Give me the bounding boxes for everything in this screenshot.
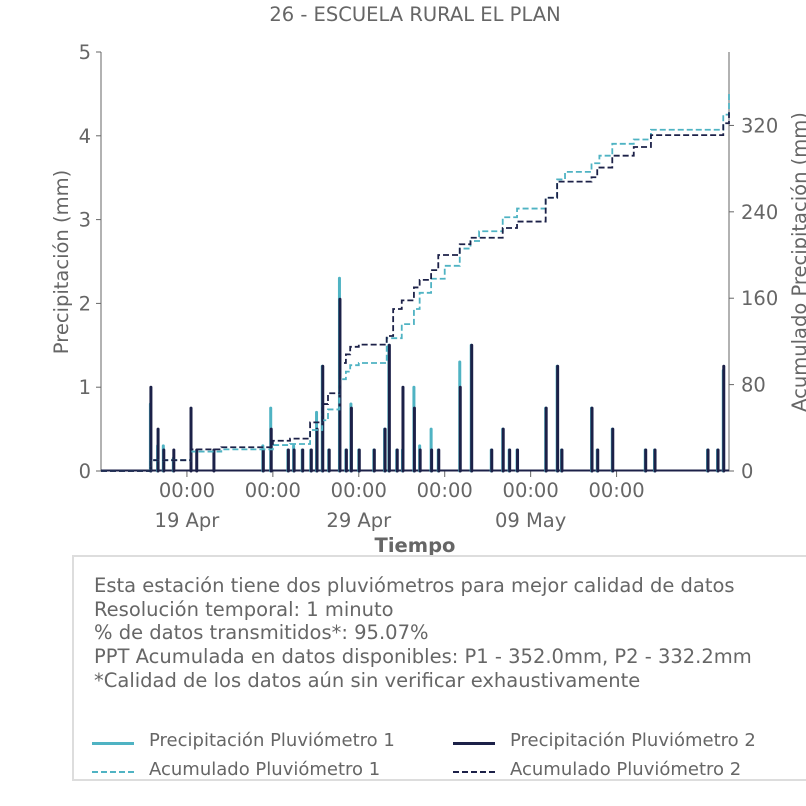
legend-swatch — [453, 742, 495, 745]
y-right-tick-label: 240 — [741, 201, 778, 224]
x-tick-time-label: 00:00 — [331, 479, 387, 502]
legend-label: Precipitación Pluviómetro 1 — [149, 730, 395, 751]
x-tick-time-label: 00:00 — [588, 479, 644, 502]
legend-swatch — [92, 742, 134, 745]
info-line: % de datos transmitidos*: 95.07% — [94, 621, 429, 645]
y-right-tick-label: 0 — [741, 460, 753, 483]
cumulative-line-p1 — [101, 90, 730, 472]
y-right-tick-label: 320 — [741, 114, 778, 137]
info-line: Esta estación tiene dos pluviómetros par… — [94, 574, 735, 597]
y-left-tick-label: 1 — [79, 376, 91, 399]
y-axis-right-label: Acumulado Precipitación (mm) — [788, 112, 806, 412]
chart-title: 26 - ESCUELA RURAL EL PLAN — [269, 3, 560, 26]
y-left-tick-label: 5 — [79, 41, 91, 64]
info-line: *Calidad de los datos aún sin verificar … — [94, 668, 641, 692]
x-tick-date-label: 29 Apr — [326, 509, 392, 532]
legend-swatch — [92, 771, 134, 773]
legend-swatch — [453, 771, 495, 773]
y-axis-left-label: Precipitación (mm) — [50, 170, 73, 354]
x-tick-time-label: 00:00 — [503, 479, 559, 502]
info-box: Esta estación tiene dos pluviómetros par… — [72, 555, 806, 781]
y-right-tick-label: 160 — [741, 287, 778, 310]
rainfall-chart: 26 - ESCUELA RURAL EL PLAN Precipitación… — [50, 3, 806, 557]
legend-label: Acumulado Pluviómetro 1 — [149, 759, 381, 780]
x-tick-time-label: 00:00 — [159, 479, 215, 502]
y-right-tick-label: 80 — [741, 374, 766, 397]
y-left-tick-label: 3 — [79, 209, 91, 232]
x-tick-time-label: 00:00 — [245, 479, 301, 502]
x-axis-label: Tiempo — [375, 534, 456, 557]
y-left-tick-label: 2 — [79, 292, 91, 315]
y-left-tick-label: 0 — [79, 460, 91, 483]
info-line: Resolución temporal: 1 minuto — [94, 597, 394, 621]
legend-label: Acumulado Pluviómetro 2 — [510, 759, 742, 780]
info-text: Esta estación tiene dos pluviómetros par… — [94, 574, 752, 693]
cumulative-line-p2 — [101, 112, 730, 472]
y-left-tick-label: 4 — [79, 125, 91, 148]
x-tick-time-label: 00:00 — [417, 479, 473, 502]
x-tick-date-label: 09 May — [495, 509, 566, 532]
legend-label: Precipitación Pluviómetro 2 — [510, 730, 756, 751]
x-tick-date-label: 19 Apr — [155, 509, 221, 532]
info-line: PPT Acumulada en datos disponibles: P1 -… — [94, 645, 752, 669]
